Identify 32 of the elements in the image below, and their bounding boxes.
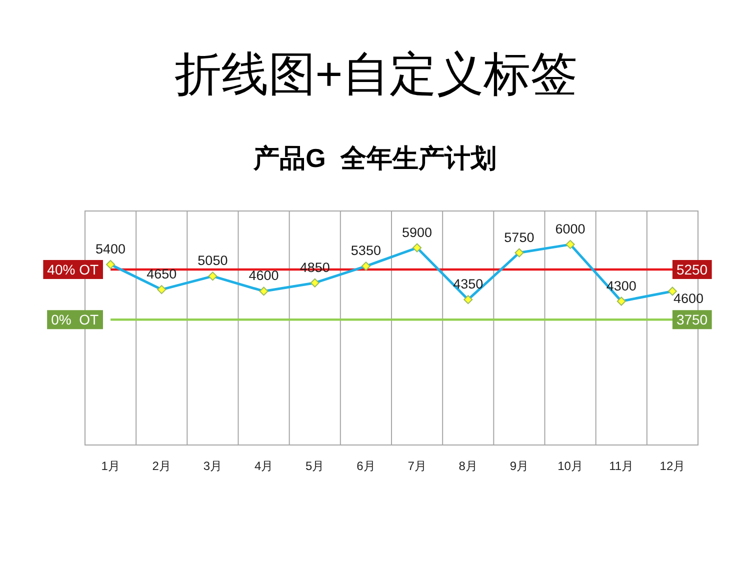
annotation: 5250 <box>676 262 708 278</box>
data-label: 4650 <box>146 266 177 282</box>
x-tick-label: 6月 <box>356 459 376 473</box>
x-tick-label: 2月 <box>152 459 171 473</box>
data-label: 5900 <box>402 224 432 240</box>
x-tick-label: 11月 <box>609 459 634 473</box>
annotation-value-box: 3750 <box>672 310 712 330</box>
data-label: 4600 <box>673 291 704 306</box>
data-label: 5400 <box>96 241 126 256</box>
x-tick-label: 8月 <box>458 459 478 473</box>
data-label: 5050 <box>198 253 228 268</box>
ref-line-label: 0% OT <box>51 312 99 328</box>
x-tick-label: 5月 <box>306 459 324 473</box>
data-label: 5350 <box>350 243 381 258</box>
annotation: 3750 <box>676 312 708 328</box>
x-tick-label: 10月 <box>558 459 583 473</box>
title: 折线图+自定义标签 <box>174 47 578 100</box>
x-tick-label: 7月 <box>408 459 426 473</box>
x-tick-label: 3月 <box>203 459 222 473</box>
ref-line-label: 40% OT <box>47 262 99 278</box>
x-tick-label: 1月 <box>101 459 120 473</box>
subtitle: 产品G 全年生产计划 <box>254 143 496 173</box>
x-tick-label: 9月 <box>510 459 529 473</box>
annotation-value-box: 5250 <box>672 260 712 279</box>
data-label: 4600 <box>248 268 279 284</box>
x-tick-label: 4月 <box>254 459 274 473</box>
data-label: 6000 <box>555 221 586 236</box>
data-label: 5750 <box>504 230 534 245</box>
ref-line-label: 0% OT <box>47 310 103 330</box>
data-label: 4350 <box>453 276 484 292</box>
ref-line-label: 40% OT <box>43 260 103 279</box>
x-tick-label: 12月 <box>660 459 686 473</box>
